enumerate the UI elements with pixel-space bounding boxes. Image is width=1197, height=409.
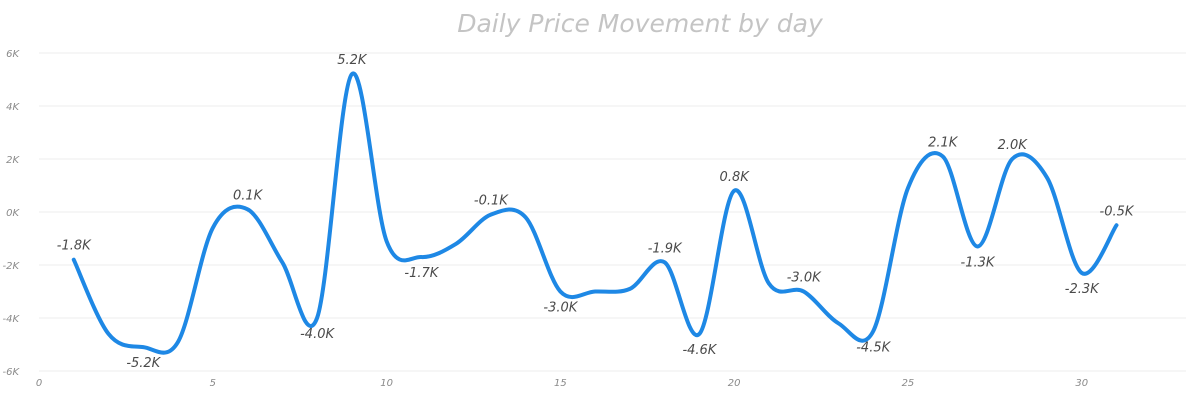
data-label: 2.1K	[928, 135, 959, 150]
x-tick-label: 0	[36, 378, 42, 389]
data-label: 5.2K	[337, 53, 368, 68]
y-tick-label: 0K	[6, 208, 20, 219]
data-label: -4.5K	[856, 340, 891, 355]
y-tick-label: -4K	[2, 314, 20, 325]
series-line	[71, 71, 1119, 355]
y-tick-label: 2K	[6, 155, 20, 166]
chart-title: Daily Price Movement by day	[457, 9, 824, 38]
data-label: -3.0K	[543, 301, 578, 316]
gridlines	[39, 52, 1186, 372]
series-layer	[71, 71, 1119, 355]
y-axis-ticks: -6K -4K -2K 0K 2K 4K 6K	[2, 49, 20, 378]
data-label: 0.8K	[720, 170, 751, 185]
x-axis-ticks: 0 5 10 15 20 25 30	[36, 378, 1088, 389]
data-label: -0.5K	[1100, 204, 1135, 219]
x-tick-label: 10	[380, 378, 393, 389]
data-label: -0.1K	[474, 194, 509, 209]
y-tick-label: -6K	[2, 367, 20, 378]
x-tick-label: 20	[728, 378, 741, 389]
y-tick-label: 4K	[6, 102, 20, 113]
x-tick-label: 15	[554, 378, 567, 389]
y-tick-label: 6K	[6, 49, 20, 60]
data-label: -1.8K	[57, 239, 92, 254]
data-label: -1.9K	[648, 241, 683, 256]
x-tick-label: 30	[1075, 378, 1088, 389]
data-labels: -1.8K -5.2K 0.1K -4.0K 5.2K -1.7K -0.1K -3.0K -1…	[57, 53, 1135, 371]
data-label: -1.3K	[961, 255, 996, 270]
data-label: -3.0K	[787, 271, 822, 286]
data-label: 2.0K	[998, 138, 1029, 153]
x-tick-label: 5	[210, 378, 216, 389]
data-label: -5.2K	[126, 356, 161, 371]
x-tick-label: 25	[902, 378, 915, 389]
data-label: -1.7K	[404, 266, 439, 281]
data-label: 0.1K	[233, 188, 264, 203]
y-tick-label: -2K	[2, 261, 20, 272]
data-label: -4.6K	[682, 343, 717, 358]
data-label: -2.3K	[1065, 282, 1100, 297]
data-label: -4.0K	[300, 327, 335, 342]
